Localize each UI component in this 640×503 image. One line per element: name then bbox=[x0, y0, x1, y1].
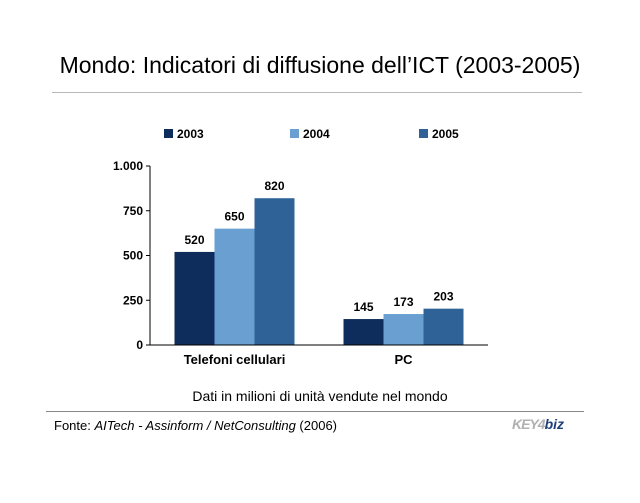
bar-2004 bbox=[214, 228, 255, 345]
y-tick-label: 250 bbox=[123, 293, 143, 307]
data-label: 820 bbox=[264, 179, 284, 193]
x-category-label: Telefoni cellulari bbox=[184, 352, 286, 367]
legend-swatch-2003 bbox=[164, 129, 173, 138]
source-year: (2006) bbox=[295, 418, 338, 433]
footer-divider bbox=[46, 411, 584, 412]
key4biz-logo: KEY4biz bbox=[512, 416, 564, 432]
page-title: Mondo: Indicatori di diffusione dell’ICT… bbox=[59, 52, 581, 78]
bar-2003 bbox=[343, 319, 384, 345]
y-axis: 0 250 500 750 1.000 bbox=[113, 159, 151, 352]
source-prefix: Fonte: bbox=[54, 418, 95, 433]
data-label: 173 bbox=[393, 295, 413, 309]
bar-2003 bbox=[174, 251, 215, 345]
source-authors: AITech - Assinform / NetConsulting bbox=[94, 418, 296, 433]
legend-swatch-2004 bbox=[290, 129, 299, 138]
bar-2004 bbox=[383, 314, 424, 345]
y-tick-label: 1.000 bbox=[113, 159, 143, 173]
legend-swatch-2005 bbox=[419, 129, 428, 138]
y-tick-label: 750 bbox=[123, 204, 143, 218]
legend-label: 2005 bbox=[432, 127, 459, 141]
logo-key: KEY4 bbox=[512, 416, 546, 432]
chart-legend: 2003 2004 2005 bbox=[164, 127, 459, 141]
data-label: 650 bbox=[224, 210, 244, 224]
title-divider bbox=[52, 92, 582, 93]
y-tick-label: 0 bbox=[136, 338, 143, 352]
bars bbox=[174, 198, 464, 345]
x-category-label: PC bbox=[394, 352, 413, 367]
chart-subtitle: Dati in milioni di unità vendute nel mon… bbox=[192, 388, 448, 404]
data-labels: 520 650 820 145 173 203 bbox=[184, 179, 453, 314]
source-note: Fonte: AITech - Assinform / NetConsultin… bbox=[54, 418, 337, 433]
data-label: 520 bbox=[184, 233, 204, 247]
data-label: 203 bbox=[433, 290, 453, 304]
bar-2005 bbox=[423, 308, 464, 345]
legend-label: 2004 bbox=[303, 127, 330, 141]
data-label: 145 bbox=[353, 300, 373, 314]
y-tick-label: 500 bbox=[123, 249, 143, 263]
logo-biz: biz bbox=[544, 416, 565, 432]
legend-label: 2003 bbox=[177, 127, 204, 141]
x-axis: Telefoni cellulari PC bbox=[150, 344, 488, 367]
bar-2005 bbox=[254, 198, 295, 345]
